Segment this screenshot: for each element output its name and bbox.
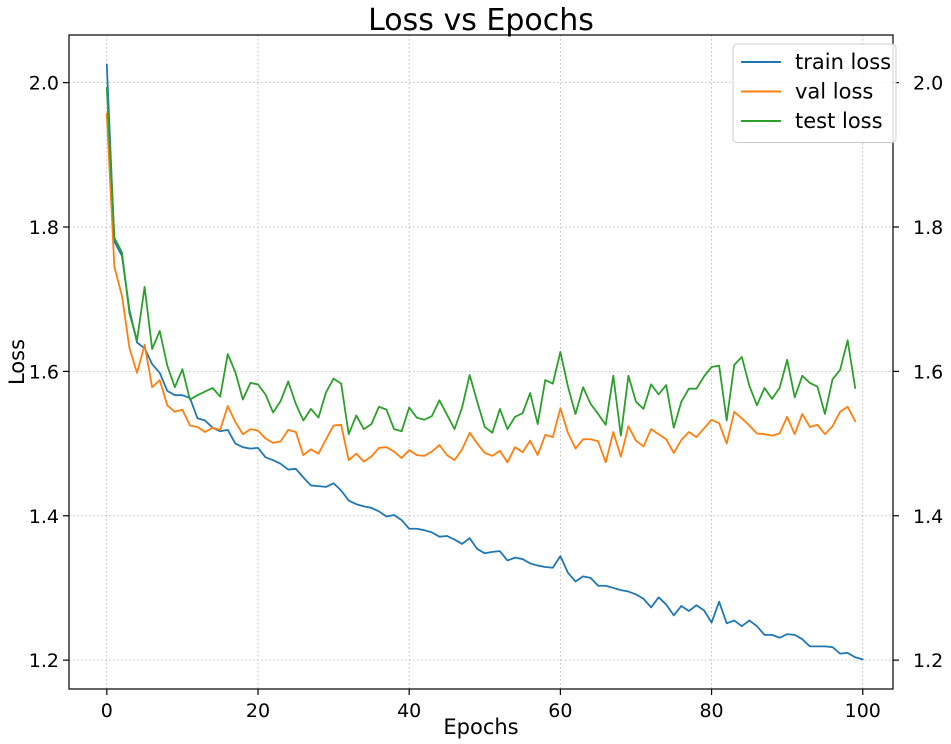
grid xyxy=(69,35,893,689)
y-tick-label-right: 2.0 xyxy=(913,73,943,95)
x-tick-label: 80 xyxy=(699,700,723,722)
y-tick-label-left: 1.4 xyxy=(29,506,59,528)
x-tick-label: 40 xyxy=(397,700,421,722)
y-tick-label-right: 1.4 xyxy=(913,506,943,528)
y-tick-label-right: 1.2 xyxy=(913,650,943,672)
y-tick-label-left: 1.8 xyxy=(29,217,59,239)
axis-ticks: 0 20 40 60 80 100 1.2 1.2 1.4 1.4 1.6 1.6 1.8 1.8 2.0 2… xyxy=(29,73,943,722)
series-line-val-loss xyxy=(105,112,857,464)
x-axis-title: Epochs xyxy=(443,715,518,739)
x-tick-label: 0 xyxy=(101,700,113,722)
legend-label-test-loss: test loss xyxy=(795,109,883,133)
chart-title: Loss vs Epochs xyxy=(368,3,594,38)
legend-label-val-loss: val loss xyxy=(795,80,873,104)
y-axis-title: Loss xyxy=(5,339,29,385)
legend-box xyxy=(732,43,897,143)
x-tick-label: 100 xyxy=(845,700,881,722)
x-tick-label: 20 xyxy=(246,700,270,722)
series-lines xyxy=(105,63,864,661)
plot-frame xyxy=(68,34,894,690)
legend: train loss val loss test loss xyxy=(732,43,897,143)
y-tick-label-right: 1.8 xyxy=(913,217,943,239)
series-line-test-loss xyxy=(105,86,857,437)
y-tick-label-right: 1.6 xyxy=(913,361,943,383)
y-tick-label-left: 2.0 xyxy=(29,73,59,95)
x-tick-label: 60 xyxy=(548,700,572,722)
y-tick-label-left: 1.6 xyxy=(29,361,59,383)
legend-label-train-loss: train loss xyxy=(795,50,891,74)
series-line-train-loss xyxy=(105,63,864,661)
y-tick-label-left: 1.2 xyxy=(29,650,59,672)
